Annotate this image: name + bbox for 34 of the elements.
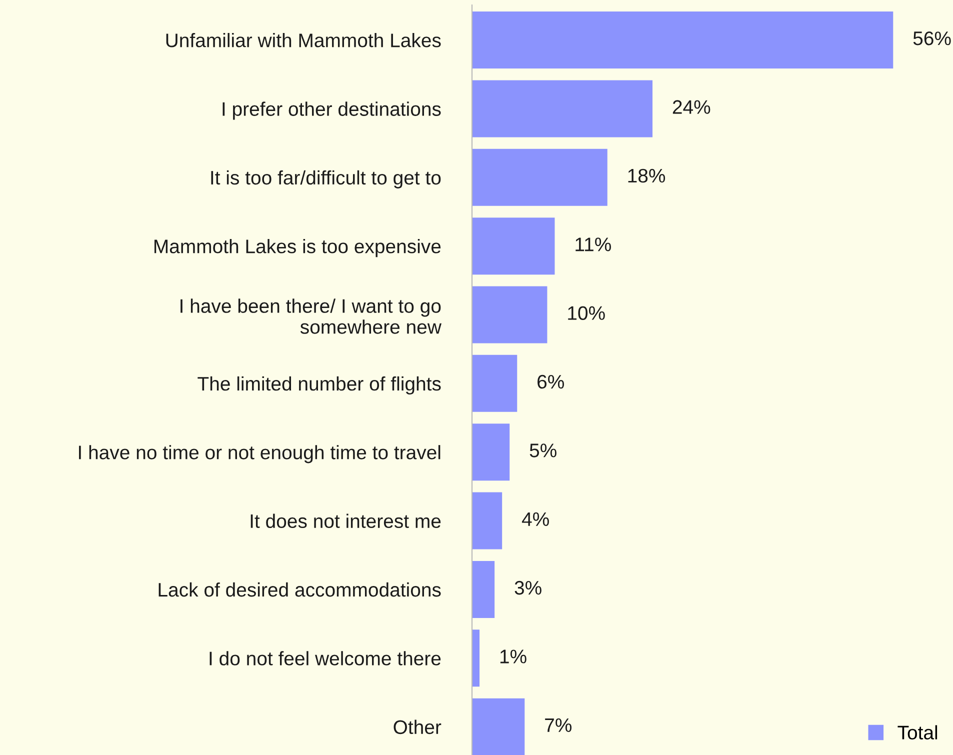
bar <box>472 630 480 687</box>
data-label: 7% <box>545 718 572 732</box>
bar <box>472 492 502 550</box>
data-label: 5% <box>530 444 556 458</box>
bar <box>472 148 608 206</box>
y-tick-label: It is too far/difficult to get to <box>211 170 441 188</box>
y-tick-label: It does not interest me <box>250 514 441 528</box>
data-label: 1% <box>500 650 526 664</box>
data-label: 4% <box>522 512 549 526</box>
y-tick-label: Lack of desired accommodations <box>158 582 441 597</box>
bar <box>472 560 495 618</box>
y-tick-label: I have no time or not enough time to travel <box>79 445 440 464</box>
y-tick-label: Mammoth Lakes is too expensive <box>154 239 441 258</box>
bar <box>472 698 525 755</box>
legend-label: Total <box>898 725 938 740</box>
y-tick-label: I prefer other destinations <box>222 102 441 120</box>
bar <box>472 286 548 344</box>
data-label: 3% <box>514 580 542 595</box>
data-label: 10% <box>568 306 605 320</box>
data-label: 56% <box>913 31 951 46</box>
data-label: 6% <box>538 374 564 389</box>
bar <box>472 354 518 412</box>
bar <box>472 80 652 138</box>
data-label: 24% <box>672 100 710 114</box>
bar <box>472 218 555 275</box>
data-label: 11% <box>576 238 611 252</box>
y-tick-label: I do not feel welcome there <box>210 651 441 666</box>
y-tick-label: I have been there/ I want to go somewhere new <box>180 298 442 334</box>
data-label: 18% <box>628 168 666 183</box>
bar <box>472 424 510 481</box>
y-tick-label: Unfamiliar with Mammoth Lakes <box>166 32 441 48</box>
y-tick-label: The limited number of flights <box>198 376 441 395</box>
bar <box>472 12 894 69</box>
y-tick-label: Other <box>394 720 442 734</box>
